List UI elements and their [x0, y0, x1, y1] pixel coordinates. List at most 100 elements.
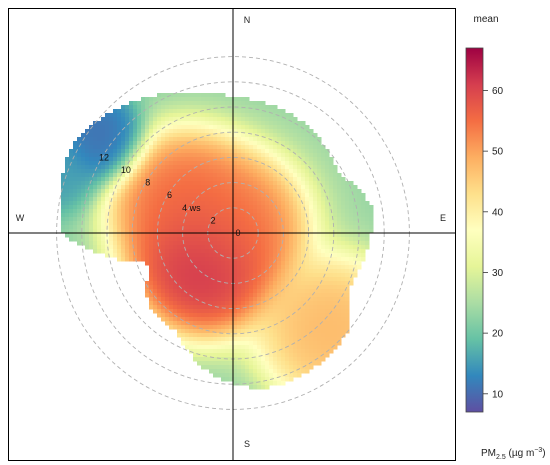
field-cell — [213, 93, 218, 98]
field-cell — [305, 133, 310, 138]
field-cell — [285, 361, 290, 366]
field-cell — [305, 161, 310, 166]
field-cell — [321, 357, 326, 362]
field-cell — [225, 221, 230, 226]
field-cell — [333, 277, 338, 282]
field-cell — [273, 181, 278, 186]
field-cell — [65, 173, 70, 178]
field-cell — [209, 117, 214, 122]
field-cell — [233, 197, 238, 202]
field-cell — [217, 145, 222, 150]
field-cell — [213, 361, 218, 366]
field-cell — [181, 205, 186, 210]
field-cell — [261, 101, 266, 106]
field-cell — [249, 229, 254, 234]
field-cell — [173, 249, 178, 254]
field-cell — [201, 253, 206, 258]
field-cell — [193, 181, 198, 186]
field-cell — [245, 333, 250, 338]
field-cell — [281, 361, 286, 366]
field-cell — [97, 213, 102, 218]
field-cell — [257, 285, 262, 290]
field-cell — [241, 213, 246, 218]
field-cell — [181, 125, 186, 130]
field-cell — [245, 169, 250, 174]
field-cell — [177, 249, 182, 254]
field-cell — [177, 205, 182, 210]
field-cell — [153, 169, 158, 174]
field-cell — [325, 289, 330, 294]
field-cell — [349, 221, 354, 226]
field-cell — [177, 293, 182, 298]
field-cell — [321, 205, 326, 210]
field-cell — [165, 257, 170, 262]
field-cell — [229, 241, 234, 246]
field-cell — [221, 365, 226, 370]
field-cell — [221, 177, 226, 182]
field-cell — [169, 257, 174, 262]
field-cell — [337, 177, 342, 182]
field-cell — [185, 101, 190, 106]
field-cell — [185, 249, 190, 254]
field-cell — [277, 165, 282, 170]
field-cell — [257, 365, 262, 370]
field-cell — [321, 265, 326, 270]
field-cell — [237, 217, 242, 222]
field-cell — [257, 189, 262, 194]
field-cell — [149, 109, 154, 114]
field-cell — [353, 217, 358, 222]
field-cell — [333, 169, 338, 174]
field-cell — [273, 341, 278, 346]
field-cell — [85, 177, 90, 182]
field-cell — [153, 253, 158, 258]
field-cell — [185, 141, 190, 146]
field-cell — [237, 185, 242, 190]
field-cell — [297, 217, 302, 222]
field-cell — [193, 185, 198, 190]
field-cell — [329, 273, 334, 278]
field-cell — [149, 301, 154, 306]
field-cell — [273, 137, 278, 142]
field-cell — [61, 177, 66, 182]
field-cell — [217, 93, 222, 98]
field-cell — [361, 241, 366, 246]
field-cell — [345, 221, 350, 226]
field-cell — [297, 321, 302, 326]
field-cell — [73, 145, 78, 150]
field-cell — [153, 121, 158, 126]
field-cell — [205, 121, 210, 126]
field-cell — [265, 265, 270, 270]
field-cell — [313, 309, 318, 314]
field-cell — [185, 301, 190, 306]
field-cell — [217, 277, 222, 282]
field-cell — [69, 157, 74, 162]
field-cell — [329, 289, 334, 294]
field-cell — [177, 257, 182, 262]
field-cell — [201, 177, 206, 182]
field-cell — [205, 189, 210, 194]
field-cell — [229, 337, 234, 342]
field-cell — [141, 193, 146, 198]
field-cell — [313, 297, 318, 302]
field-cell — [277, 201, 282, 206]
field-cell — [193, 189, 198, 194]
field-cell — [269, 185, 274, 190]
field-cell — [257, 253, 262, 258]
field-cell — [225, 141, 230, 146]
field-cell — [117, 185, 122, 190]
field-cell — [253, 365, 258, 370]
field-cell — [213, 365, 218, 370]
field-cell — [189, 261, 194, 266]
field-cell — [273, 337, 278, 342]
field-cell — [197, 289, 202, 294]
field-cell — [197, 349, 202, 354]
field-cell — [177, 273, 182, 278]
field-cell — [233, 373, 238, 378]
field-cell — [225, 237, 230, 242]
field-cell — [305, 169, 310, 174]
field-cell — [273, 333, 278, 338]
field-cell — [213, 205, 218, 210]
radial-tick-label: 0 — [235, 228, 240, 238]
field-cell — [193, 289, 198, 294]
field-cell — [193, 341, 198, 346]
